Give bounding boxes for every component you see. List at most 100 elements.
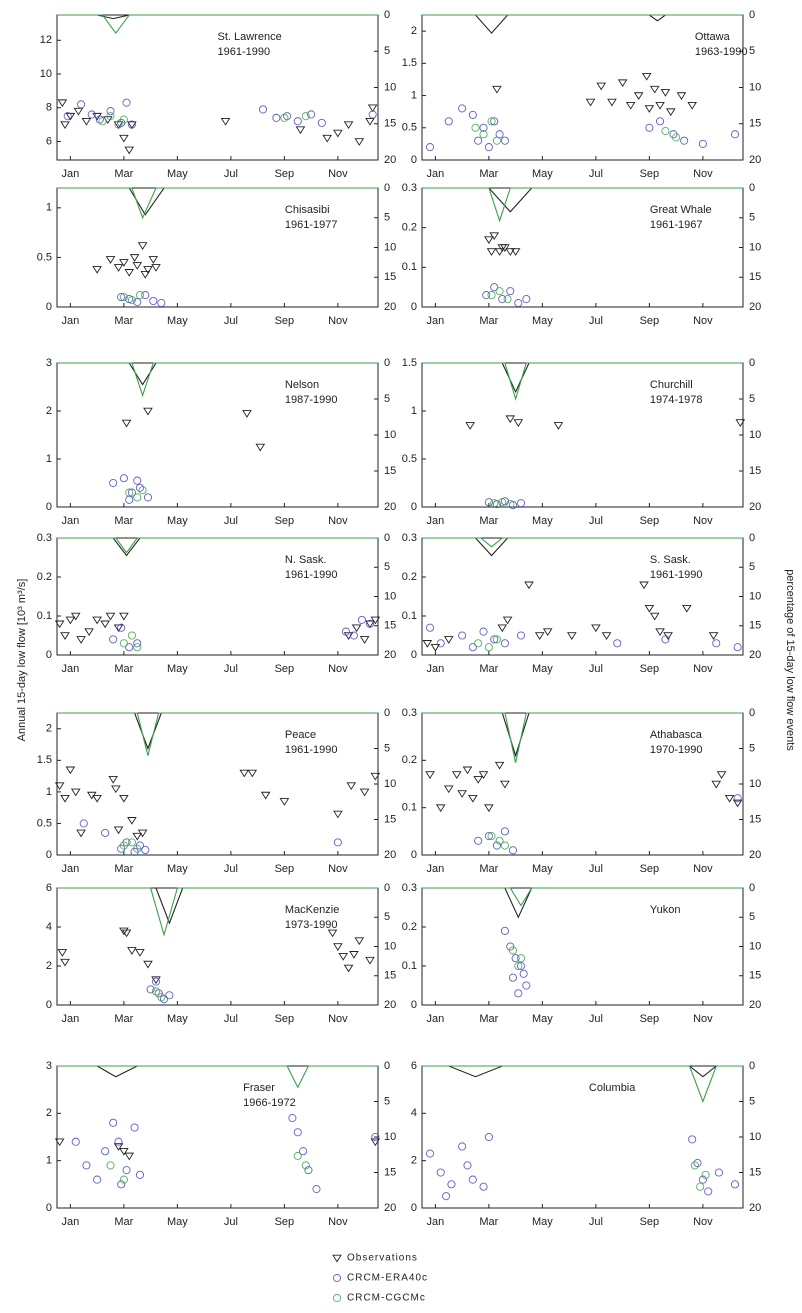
observation-marker [343,121,354,130]
model-marker [368,110,377,119]
model-marker [127,488,136,497]
model-marker [151,977,161,986]
model-marker [479,130,488,139]
x-tick-label: Jul [589,863,603,875]
model-marker [712,639,721,648]
model-marker [693,1158,702,1168]
model-marker [304,1166,313,1175]
y2-tick-label: 0 [384,882,390,894]
observation-marker [484,804,494,813]
y-tick-label: 12 [40,34,52,46]
model-marker [447,1180,456,1189]
observation-marker [687,101,697,110]
panel: 0 0.1 0.2 0.3 0 5 10 15 20 Jan Mar May Jul Sep Nov Yuko… [402,882,762,1025]
observation-marker [641,72,652,81]
period: 1961-1990 [285,569,338,581]
y-tick-label: 0 [411,1202,417,1214]
model-marker [125,643,134,652]
observation-marker [119,1147,129,1156]
y2-tick-label: 15 [384,118,396,130]
x-tick-label: Mar [479,168,498,180]
model-marker [730,1180,740,1189]
y2-tick-label: 15 [749,465,761,477]
model-marker [143,493,152,502]
plot-frame [56,362,379,508]
observation-marker [84,628,94,637]
y-tick-label: 0.3 [402,182,417,194]
model-marker [733,794,742,803]
x-tick-label: Nov [328,168,348,180]
observation-marker [333,810,343,819]
observation-marker [333,943,343,951]
y2-tick-label: 20 [384,154,396,166]
model-marker [458,104,467,113]
period: 1961-1990 [650,569,703,581]
observation-marker [708,632,719,640]
model-marker [498,295,507,304]
y-tick-label: 3 [46,357,52,369]
observation-marker [151,264,161,272]
observation-marker [92,794,102,803]
observation-marker [60,794,70,803]
observation-marker [54,620,65,629]
model-marker [436,639,445,648]
model-marker [109,1118,118,1127]
y2-tick-label: 20 [384,649,396,661]
y2-tick-label: 5 [384,561,390,573]
model-marker [133,297,142,307]
observation-marker [132,262,143,270]
x-tick-label: Sep [640,1216,660,1228]
x-tick-label: Nov [693,863,713,875]
x-tick-label: Jan [62,168,80,180]
y-tick-label: 0 [411,154,417,166]
model-marker [79,819,88,828]
model-marker [133,643,142,652]
y2-tick-label: 5 [749,742,755,754]
model-marker [109,635,118,644]
x-tick-label: Jan [427,663,445,675]
observation-marker [724,794,735,803]
y-tick-label: 0.5 [402,453,417,465]
model-marker [511,954,520,963]
x-tick-label: Jan [427,1013,445,1025]
model-marker [436,1168,445,1177]
y2-tick-label: 20 [749,999,761,1011]
observation-marker [649,85,660,94]
model-marker [492,136,501,145]
x-tick-label: May [167,1216,188,1228]
model-marker [514,961,523,971]
y2-tick-label: 15 [384,813,396,825]
model-marker [301,1161,310,1170]
frequency-line [422,712,743,763]
x-tick-label: Jul [224,515,238,527]
x-tick-label: Jan [427,315,445,327]
x-tick-label: Sep [275,515,295,527]
panel: 0 2 4 6 0 5 10 15 20 Jan Mar May Jul Sep Nov MacKenzie 1… [46,882,396,1025]
y-tick-label: 0.2 [402,222,417,234]
y-tick-label: 2 [46,960,52,972]
model-marker [93,1175,102,1184]
model-marker [119,841,128,850]
model-marker [516,631,526,640]
model-marker [135,483,144,492]
observation-marker [113,121,124,130]
y-axis-label: Annual 15-day low flow [10³ m³/s] [16,579,28,742]
x-tick-label: Jul [224,863,238,875]
observation-marker [57,949,68,957]
y2-tick-label: 0 [749,9,755,21]
x-tick-label: Nov [328,1013,348,1025]
model-marker [130,1123,139,1132]
observation-marker [451,771,462,779]
model-marker [500,841,509,850]
observation-marker [108,776,118,784]
model-marker [479,123,488,132]
y-tick-label: 6 [411,1060,417,1072]
model-marker [492,635,501,644]
observation-marker [367,104,378,113]
model-marker [516,954,526,963]
y2-tick-label: 5 [749,45,755,57]
y2-tick-label: 0 [384,1060,390,1072]
y-tick-label: 2 [46,405,52,417]
observation-marker [54,782,65,791]
y2-tick-label: 15 [384,1166,396,1178]
